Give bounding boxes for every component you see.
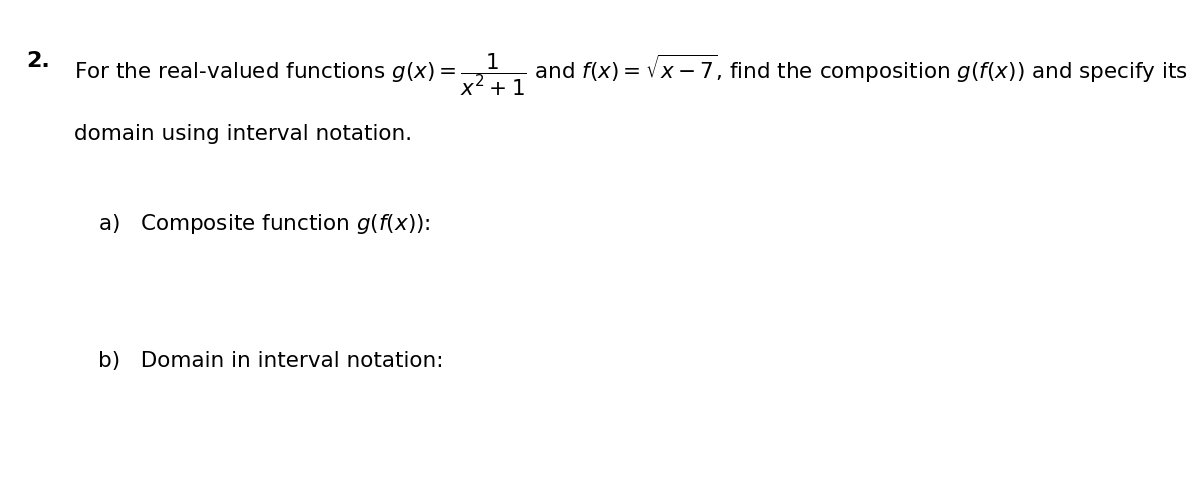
Text: domain using interval notation.: domain using interval notation. (74, 124, 413, 144)
Text: 2.: 2. (26, 51, 50, 71)
Text: b)   Domain in interval notation:: b) Domain in interval notation: (98, 351, 444, 371)
Text: a)   Composite function $g(f(x))$:: a) Composite function $g(f(x))$: (98, 212, 431, 236)
Text: For the real-valued functions $g(x) = \dfrac{1}{x^2+1}$ and $f(x) = \sqrt{x-7}$,: For the real-valued functions $g(x) = \d… (74, 51, 1188, 98)
